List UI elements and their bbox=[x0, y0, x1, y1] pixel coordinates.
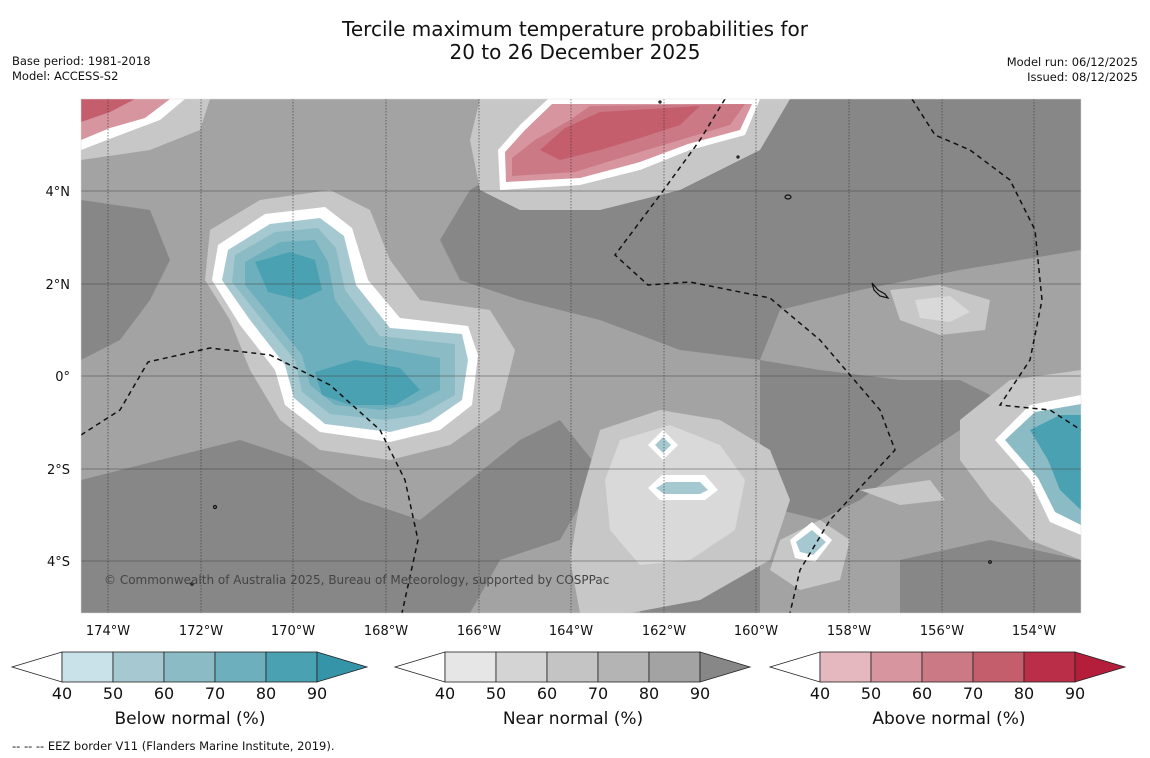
near-dark-region bbox=[300, 99, 1081, 360]
colorbar-tick-label: 50 bbox=[861, 684, 881, 703]
colorbar-segment bbox=[495, 651, 548, 683]
colorbar-above-normal: 40 50 60 70 80 90 bbox=[768, 651, 1127, 703]
colorbar-tick-label: 50 bbox=[486, 684, 506, 703]
chart-title: Tercile maximum temperature probabilitie… bbox=[0, 18, 1150, 64]
near-dark-region bbox=[900, 540, 1081, 613]
colorbar-segment bbox=[1074, 651, 1127, 683]
colorbar-segment bbox=[972, 651, 1025, 683]
colorbar-tick-label: 90 bbox=[690, 684, 710, 703]
lat-label: 4°S bbox=[47, 555, 70, 570]
colorbar-segment bbox=[870, 651, 923, 683]
colorbar-segment bbox=[648, 651, 701, 683]
title-line-2: 20 to 26 December 2025 bbox=[449, 40, 701, 64]
colorbar-tick-label: 60 bbox=[537, 684, 557, 703]
map-frame bbox=[80, 98, 1082, 614]
above-normal-60 bbox=[81, 99, 135, 122]
colorbar-tick-label: 80 bbox=[1014, 684, 1034, 703]
lat-axis-labels: 4°N 2°N 0° 2°S 4°S bbox=[46, 185, 71, 570]
colorbar-near-normal: 40 50 60 70 80 90 bbox=[393, 651, 752, 703]
lat-label: 0° bbox=[55, 370, 70, 385]
lon-label: 156°W bbox=[920, 624, 964, 639]
colorbar-segment bbox=[819, 651, 872, 683]
base-period: Base period: 1981-2018 bbox=[12, 54, 151, 68]
colorbar-tick-label: 80 bbox=[256, 684, 276, 703]
colorbar-segment bbox=[1023, 651, 1076, 683]
colorbar-tick-label: 40 bbox=[810, 684, 830, 703]
colorbar-segment bbox=[112, 651, 165, 683]
lon-label: 168°W bbox=[364, 624, 408, 639]
colorbar-segment bbox=[61, 651, 114, 683]
colorbar-segment bbox=[699, 651, 752, 683]
lon-label: 164°W bbox=[549, 624, 593, 639]
lon-label: 170°W bbox=[271, 624, 315, 639]
lon-label: 174°W bbox=[86, 624, 130, 639]
meta-left: Base period: 1981-2018 Model: ACCESS-S2 bbox=[12, 54, 151, 84]
eez-borders bbox=[81, 99, 1081, 613]
below-normal-spot bbox=[796, 530, 826, 555]
colorbar-segment bbox=[265, 651, 318, 683]
near-light-region bbox=[860, 480, 945, 505]
colorbar-tick-label: 60 bbox=[912, 684, 932, 703]
colorbar-label-above: Above normal (%) bbox=[872, 709, 1026, 729]
colorbar-tick-label: 80 bbox=[639, 684, 659, 703]
footnote-eez: -- -- -- EEZ border V11 (Flanders Marine… bbox=[12, 739, 335, 753]
colorbar-segment bbox=[597, 651, 650, 683]
colorbar-segment bbox=[393, 651, 446, 683]
islands bbox=[190, 100, 992, 586]
lat-label: 4°N bbox=[46, 185, 71, 200]
colorbar-segment bbox=[444, 651, 497, 683]
copyright-text: © Commonwealth of Australia 2025, Bureau… bbox=[104, 573, 609, 587]
near-lighter-region bbox=[915, 296, 970, 322]
latitude-lines bbox=[81, 190, 1081, 562]
title-line-1: Tercile maximum temperature probabilitie… bbox=[342, 17, 808, 41]
meta-right: Model run: 06/12/2025 Issued: 08/12/2025 bbox=[1007, 55, 1138, 85]
colorbar-tick-label: 90 bbox=[307, 684, 327, 703]
map-field: © Commonwealth of Australia 2025, Bureau… bbox=[81, 99, 1081, 613]
colorbar-below-normal: 40 50 60 70 80 90 bbox=[10, 651, 369, 703]
lat-label: 2°S bbox=[47, 463, 70, 478]
above-normal-70 bbox=[540, 106, 700, 160]
colorbar-segment bbox=[10, 651, 63, 683]
lon-label: 154°W bbox=[1012, 624, 1056, 639]
colorbar-tick-label: 40 bbox=[435, 684, 455, 703]
colorbar-tick-label: 40 bbox=[52, 684, 72, 703]
below-normal-spot bbox=[656, 482, 708, 494]
lon-label: 162°W bbox=[642, 624, 686, 639]
colorbar-segment bbox=[768, 651, 821, 683]
colorbar-segment bbox=[921, 651, 974, 683]
lon-label: 160°W bbox=[734, 624, 778, 639]
lon-axis-labels: 174°W 172°W 170°W 168°W 166°W 164°W 162°… bbox=[86, 624, 1056, 639]
colorbar-tick-label: 90 bbox=[1065, 684, 1085, 703]
near-dark-region bbox=[760, 360, 1000, 520]
colorbar-tick-label: 60 bbox=[154, 684, 174, 703]
below-normal-80 bbox=[1030, 415, 1081, 510]
colorbar-segment bbox=[163, 651, 216, 683]
lat-label: 2°N bbox=[46, 278, 71, 293]
colorbar-tick-label: 50 bbox=[103, 684, 123, 703]
issued-date: Issued: 08/12/2025 bbox=[1027, 70, 1138, 84]
colorbar-tick-label: 70 bbox=[963, 684, 983, 703]
near-dark-region bbox=[81, 420, 600, 613]
colorbar-tick-label: 70 bbox=[588, 684, 608, 703]
colorbar-segment bbox=[546, 651, 599, 683]
near-dark-region bbox=[81, 200, 170, 360]
colorbar-label-below: Below normal (%) bbox=[114, 709, 266, 729]
lon-label: 158°W bbox=[827, 624, 871, 639]
model-name: Model: ACCESS-S2 bbox=[12, 69, 119, 83]
below-normal-spot bbox=[655, 437, 671, 453]
lon-label: 172°W bbox=[179, 624, 223, 639]
lon-label: 166°W bbox=[457, 624, 501, 639]
colorbar-tick-label: 70 bbox=[205, 684, 225, 703]
below-normal-80 bbox=[315, 360, 420, 405]
colorbar-label-near: Near normal (%) bbox=[502, 709, 644, 729]
colorbar-segment bbox=[214, 651, 267, 683]
colorbar-segment bbox=[316, 651, 369, 683]
model-run: Model run: 06/12/2025 bbox=[1006, 55, 1138, 69]
below-normal-80 bbox=[255, 252, 322, 300]
